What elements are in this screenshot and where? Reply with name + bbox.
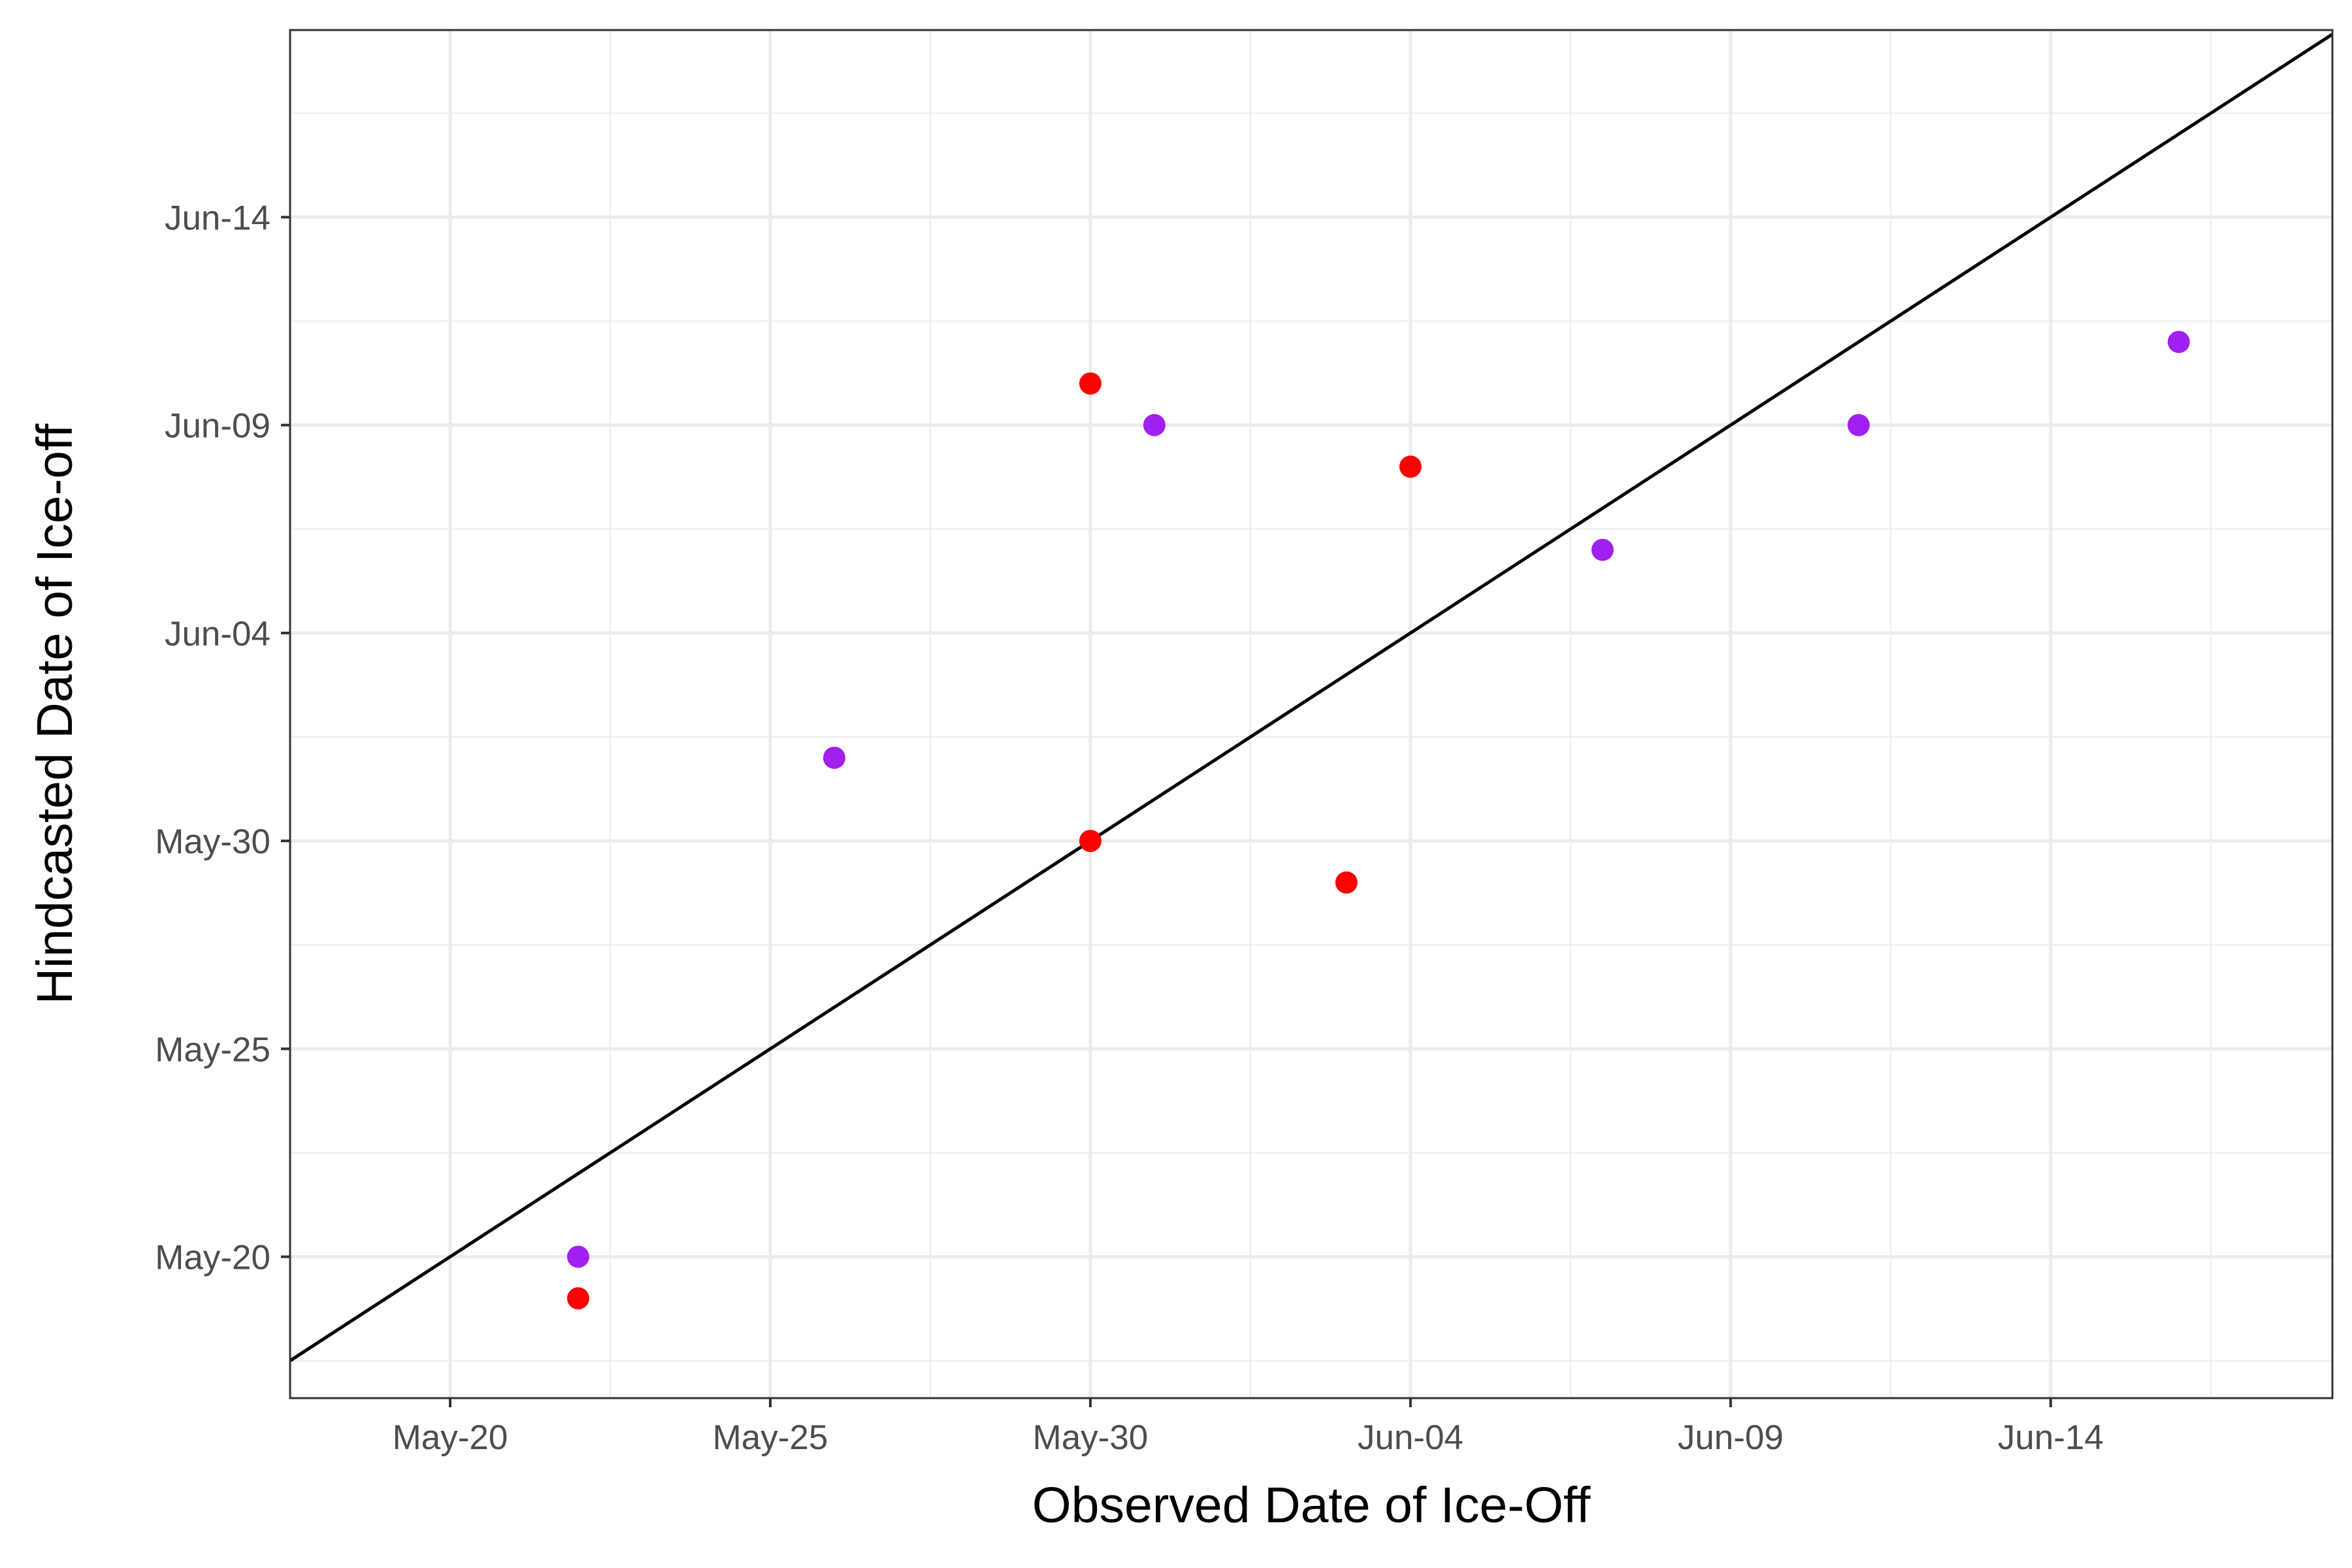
x-axis-title: Observed Date of Ice-Off xyxy=(1032,1477,1591,1533)
x-tick-label: Jun-04 xyxy=(1358,1418,1463,1457)
y-tick-label: May-20 xyxy=(155,1239,270,1277)
data-points xyxy=(566,331,2190,1310)
x-axis: May-20 May-25 May-30 Jun-04 Jun-09 Jun-14 xyxy=(393,1398,2104,1457)
y-tick-label: Jun-04 xyxy=(165,615,270,653)
data-point xyxy=(1335,871,1358,894)
x-tick-label: May-30 xyxy=(1033,1418,1149,1457)
x-tick-label: May-20 xyxy=(393,1418,508,1457)
data-point xyxy=(2167,331,2190,353)
data-point xyxy=(566,1245,589,1268)
data-point xyxy=(1079,830,1102,853)
x-tick-label: Jun-09 xyxy=(1678,1418,1784,1457)
y-axis: May-20 May-25 May-30 Jun-04 Jun-09 Jun-14 xyxy=(155,199,290,1277)
identity-line xyxy=(289,33,2334,1362)
x-tick-label: Jun-14 xyxy=(1998,1418,2104,1457)
data-point xyxy=(1399,455,1422,478)
grid xyxy=(289,30,2332,1398)
data-point xyxy=(1079,372,1102,395)
data-point xyxy=(1591,538,1614,561)
y-axis-title: Hindcasted Date of Ice-off xyxy=(27,423,83,1004)
y-tick-label: Jun-14 xyxy=(165,199,270,237)
data-point xyxy=(566,1287,589,1310)
data-point xyxy=(1847,414,1870,436)
panel-border xyxy=(289,29,2334,1399)
y-tick-label: Jun-09 xyxy=(165,407,270,446)
x-tick-label: May-25 xyxy=(713,1418,828,1457)
data-point xyxy=(1143,414,1166,436)
y-tick-label: May-30 xyxy=(155,823,270,861)
y-tick-label: May-25 xyxy=(155,1030,270,1069)
data-point xyxy=(823,746,845,769)
